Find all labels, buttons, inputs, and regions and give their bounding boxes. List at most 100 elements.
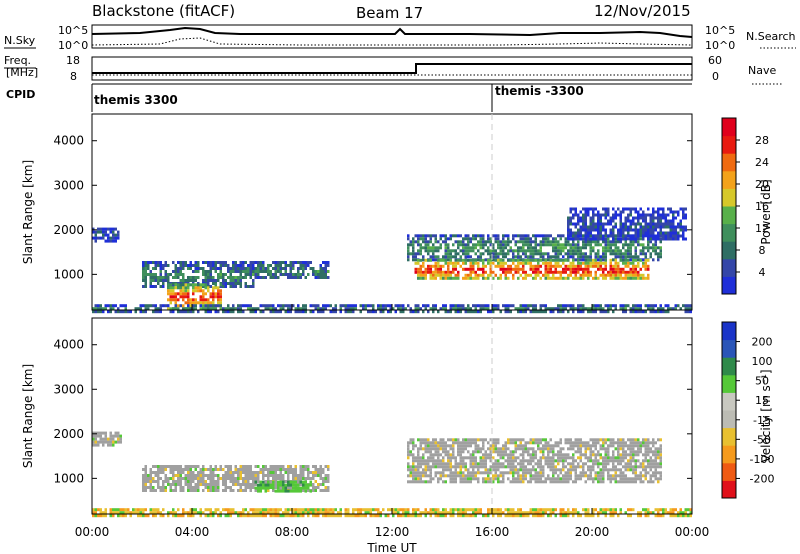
power-cell — [517, 246, 520, 250]
velocity-cell — [172, 471, 175, 474]
velocity-cell — [644, 477, 647, 481]
velocity-cell — [654, 465, 657, 469]
power-cell — [299, 276, 302, 279]
velocity-cell — [497, 447, 500, 451]
velocity-cell — [659, 447, 662, 451]
power-cell — [477, 276, 480, 280]
power-cell — [599, 219, 602, 223]
velocity-cell — [559, 456, 562, 460]
power-cell — [167, 276, 170, 279]
power-cell — [607, 273, 610, 277]
power-cell — [637, 310, 640, 314]
power-cell — [569, 231, 572, 235]
power-cell — [604, 246, 607, 250]
velocity-cell — [492, 480, 495, 484]
power-cell — [114, 227, 117, 231]
velocity-cell — [249, 486, 252, 489]
velocity-cell — [224, 508, 227, 512]
power-cell — [447, 261, 450, 265]
power-cell — [417, 243, 420, 247]
power-cell — [534, 276, 537, 280]
velocity-cell — [659, 456, 662, 460]
velocity-cell — [429, 447, 432, 451]
power-cell — [147, 304, 150, 308]
power-cell — [424, 307, 427, 311]
velocity-cell — [282, 474, 285, 477]
power-cell — [407, 255, 410, 259]
power-cell — [574, 307, 577, 311]
power-cell — [492, 276, 495, 280]
velocity-cell — [279, 508, 282, 512]
velocity-cell — [432, 465, 435, 469]
power-cell — [604, 310, 607, 314]
power-cell — [192, 270, 195, 273]
power-cell — [534, 252, 537, 256]
velocity-cell — [467, 480, 470, 484]
velocity-cell — [659, 471, 662, 475]
power-cell — [474, 270, 477, 274]
power-cell — [442, 276, 445, 280]
power-cell — [654, 228, 657, 232]
power-cell — [552, 255, 555, 259]
power-cell — [447, 264, 450, 268]
velocity-cell — [524, 444, 527, 448]
velocity-cell — [374, 514, 377, 518]
velocity-cell — [297, 477, 300, 480]
power-cell — [457, 310, 460, 314]
velocity-cell — [229, 508, 232, 512]
power-cell — [277, 264, 280, 267]
velocity-cell — [544, 447, 547, 451]
power-cell — [252, 282, 255, 285]
velocity-cell — [109, 437, 112, 441]
velocity-cell — [189, 511, 192, 515]
velocity-cell — [294, 468, 297, 471]
power-cell — [624, 273, 627, 277]
velocity-cell — [459, 477, 462, 481]
power-cell — [657, 210, 660, 214]
power-cell — [174, 298, 177, 302]
power-cell — [314, 276, 317, 279]
velocity-cell — [262, 471, 265, 474]
velocity-cell — [617, 444, 620, 448]
power-cell — [274, 270, 277, 273]
velocity-cell — [657, 514, 660, 518]
velocity-cell — [307, 474, 310, 477]
velocity-cell — [502, 471, 505, 475]
power-cell — [297, 276, 300, 279]
power-cell — [437, 246, 440, 250]
power-cell — [644, 304, 647, 308]
power-cell — [227, 310, 230, 314]
power-cell — [177, 270, 180, 273]
power-cell — [649, 216, 652, 220]
power-cell — [262, 264, 265, 267]
power-cell — [552, 307, 555, 311]
velocity-cell — [539, 456, 542, 460]
velocity-cell — [97, 440, 100, 444]
velocity-cell — [272, 483, 275, 487]
velocity-cell — [197, 474, 200, 477]
velocity-cell — [234, 483, 237, 486]
velocity-cell — [597, 514, 600, 518]
power-cell — [434, 234, 437, 238]
velocity-cell — [117, 437, 120, 441]
power-cell — [647, 246, 650, 250]
colorbar-segment — [722, 206, 736, 225]
power-cell — [179, 295, 182, 299]
velocity-cell — [157, 468, 160, 471]
velocity-cell — [589, 474, 592, 478]
power-cell — [532, 264, 535, 268]
velocity-cell — [619, 441, 622, 445]
velocity-cell — [322, 489, 325, 492]
velocity-cell — [182, 514, 185, 518]
velocity-cell — [187, 480, 190, 483]
velocity-cell — [277, 514, 280, 518]
velocity-cell — [484, 468, 487, 472]
power-cell — [664, 216, 667, 220]
power-cell — [602, 249, 605, 253]
power-cell — [214, 292, 217, 296]
velocity-cell — [477, 444, 480, 448]
velocity-cell — [647, 462, 650, 466]
velocity-cell — [534, 514, 537, 518]
velocity-cell — [569, 462, 572, 466]
power-cell — [582, 240, 585, 244]
